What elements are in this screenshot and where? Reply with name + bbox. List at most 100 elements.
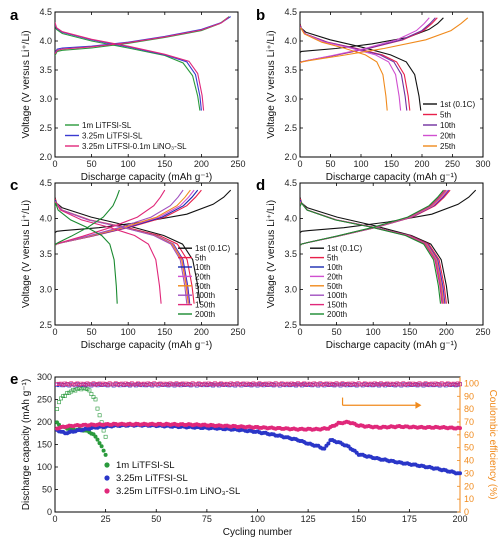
legend-marker: [104, 488, 110, 494]
legend-label: 150th: [327, 301, 347, 310]
x-tick-label: 100: [353, 159, 368, 169]
ce-point: [312, 381, 317, 386]
charge-curve-5: [300, 189, 447, 246]
legend-label: 5th: [327, 254, 338, 263]
ce-point: [134, 382, 138, 387]
ce-point: [253, 382, 258, 387]
ce-point: [304, 382, 309, 387]
ce-point: [213, 381, 217, 386]
ce-point: [300, 382, 304, 387]
ce-point: [259, 382, 264, 387]
discharge-curve-2: [300, 24, 411, 111]
ce-point: [314, 382, 319, 387]
x-axis-label: Discharge capacity (mAh g⁻¹): [326, 172, 457, 183]
ce-point: [55, 407, 59, 412]
y-axis-label: Voltage (V versus Li⁺/Li): [266, 30, 277, 138]
x-tick-label: 200: [194, 327, 209, 337]
panel-label: a: [10, 7, 19, 24]
discharge-curve-8: [300, 201, 442, 304]
ce-point: [294, 382, 298, 387]
ce-point: [172, 382, 177, 387]
charge-curve-3: [55, 16, 229, 55]
discharge-curve-5: [300, 27, 388, 111]
ce-point: [69, 381, 74, 386]
x-tick-label: 150: [351, 514, 366, 524]
ce-point: [223, 381, 228, 386]
ce-point: [198, 382, 203, 387]
ce-point: [93, 397, 98, 402]
y2-tick-label: 30: [464, 468, 474, 478]
legend-label: 200th: [195, 310, 215, 319]
ce-point: [231, 382, 236, 387]
x-tick-label: 300: [475, 159, 490, 169]
y-tick-label: 2.0: [39, 152, 52, 162]
x-axis-label: Discharge capacity (mAh g⁻¹): [326, 340, 457, 351]
ce-point: [97, 413, 102, 418]
panel-a: a 0 50 100 150 200 250 2.0 2.5 3.0 3.5 4.0 4.5 Discha…: [10, 7, 246, 183]
ce-point: [366, 381, 371, 386]
ce-point: [263, 381, 268, 386]
ce-point: [409, 382, 414, 387]
legend-label: 20th: [195, 272, 211, 281]
y-tick-label: 150: [37, 440, 52, 450]
ce-point: [247, 381, 252, 386]
discharge-curve-5: [300, 202, 445, 304]
ce-point: [140, 381, 145, 386]
capacity-point: [95, 437, 100, 442]
ce-point: [441, 382, 446, 387]
ce-point: [95, 382, 100, 386]
ce-point: [61, 394, 66, 399]
panel-b: b 0 50 100 150 200 250 300 2.0 2.5 3.0 3.5 4.0 4.5 Dis…: [256, 7, 491, 183]
ce-point: [372, 381, 377, 386]
legend-label: 100th: [327, 291, 347, 300]
ce-point: [316, 383, 321, 388]
panel-label: d: [256, 177, 265, 194]
legend-marker: [104, 462, 110, 468]
y2-tick-label: 70: [464, 417, 474, 427]
panel-c: c 0 50 100 150 200 250 2.5 3.0 3.5 4.0 4.5 Discharge…: [10, 177, 246, 351]
ce-point: [277, 382, 282, 387]
ce-point: [336, 382, 341, 387]
ce-point: [358, 382, 363, 387]
ce-point: [184, 381, 189, 386]
y-tick-label: 50: [42, 485, 52, 495]
ce-point: [350, 381, 355, 386]
ce-point: [267, 381, 272, 386]
ce-point: [87, 382, 92, 387]
ce-point: [399, 382, 404, 387]
ce-point: [273, 381, 278, 386]
x-tick-label: 0: [52, 327, 57, 337]
ce-point: [275, 382, 280, 387]
x-tick-label: 50: [332, 327, 342, 337]
legend-label: 5th: [440, 111, 451, 120]
ce-point: [377, 382, 381, 387]
y2-axis-label: Coulombic efficiency (%): [487, 390, 498, 500]
discharge-curve-1: [55, 197, 201, 304]
discharge-curve-2: [55, 198, 195, 304]
y-tick-label: 200: [37, 417, 52, 427]
ce-point: [429, 381, 434, 386]
ce-point: [178, 382, 183, 386]
y-tick-label: 2.5: [39, 320, 52, 330]
x-tick-label: 175: [402, 514, 417, 524]
ce-point: [59, 396, 64, 401]
legend: 1m LiTFSI-SL 3.25m LiTFSI-SL 3.25m LiTFSI-…: [104, 460, 240, 497]
ce-point: [447, 382, 452, 387]
charge-curve-5: [55, 189, 191, 246]
ce-point: [233, 382, 238, 387]
discharge-curve-2: [55, 23, 202, 111]
ce-point: [451, 381, 456, 386]
ce-point: [285, 381, 290, 386]
charge-curve-1: [300, 17, 444, 54]
y-tick-label: 4.5: [39, 7, 52, 17]
curves: [300, 17, 469, 111]
y2-tick-label: 90: [464, 391, 474, 401]
discharge-curve-7: [300, 201, 443, 304]
ce-point: [89, 392, 94, 397]
ce-point: [146, 381, 151, 386]
x-tick-label: 0: [52, 514, 57, 524]
discharge-curve-6: [300, 202, 444, 304]
ce-point: [243, 382, 248, 387]
